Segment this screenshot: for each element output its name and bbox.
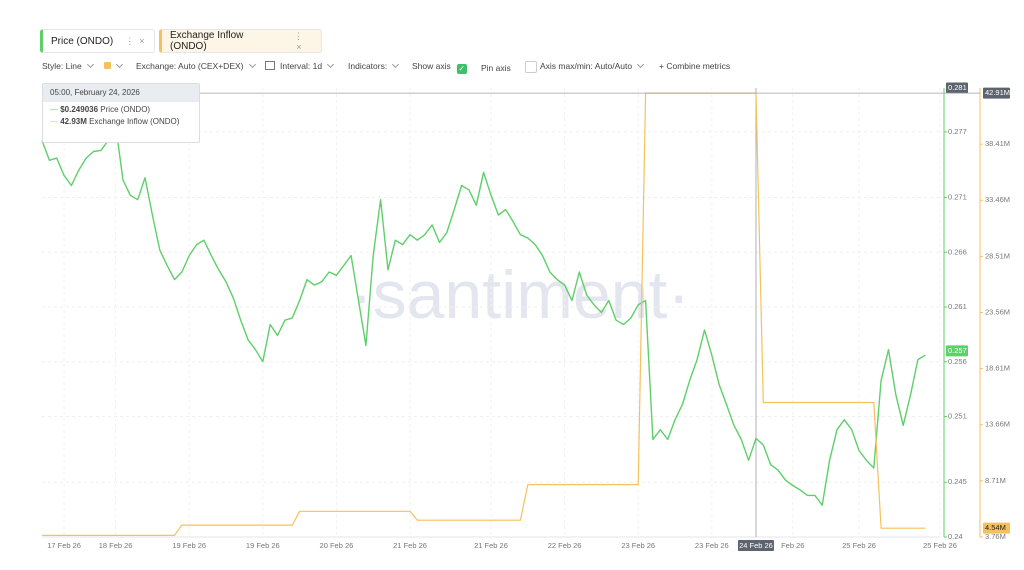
y2-tick-label: 33.46M xyxy=(985,195,1010,204)
tooltip-name: Exchange Inflow (ONDO) xyxy=(89,117,180,126)
axis-badge xyxy=(983,522,1010,534)
y2-tick-label: 38.41M xyxy=(985,139,1010,148)
label: Axis max/min: Auto/Auto xyxy=(540,61,633,71)
watermark: ·santiment· xyxy=(350,257,690,333)
label: Indicators: xyxy=(348,61,388,71)
y2-tick-label: 18.61M xyxy=(985,364,1010,373)
tooltip-value: $0.249036 xyxy=(60,105,99,114)
interval-select[interactable]: Interval: 1d xyxy=(265,60,335,71)
y2-tick-label: 28.51M xyxy=(985,251,1010,260)
label: Show axis xyxy=(412,61,451,71)
x-tick-label: 20 Feb 26 xyxy=(320,541,354,550)
color-select[interactable] xyxy=(104,60,124,71)
tab-controls[interactable]: ⋮ × xyxy=(293,30,303,52)
x-tick-label: 24 Feb 26 xyxy=(739,541,773,550)
series-line xyxy=(41,124,926,506)
y-tick-label: 0.261 xyxy=(948,302,967,311)
y2-tick-label: 13.66M xyxy=(985,420,1010,429)
y-tick-label: 0.251 xyxy=(948,412,967,421)
axis-badge xyxy=(983,87,1010,99)
label: Exchange: Auto (CEX+DEX) xyxy=(136,61,244,71)
tooltip-title: 05:00, February 24, 2026 xyxy=(43,84,199,102)
x-tick-label: 19 Feb 26 xyxy=(172,541,206,550)
y-tick-label: 0.256 xyxy=(948,357,967,366)
crosshair-x-badge xyxy=(737,540,774,551)
axis-badge-label: 42.91M xyxy=(985,88,1010,97)
combine-metrics[interactable]: + Combine metrics xyxy=(659,61,730,71)
y-tick-label: 0.271 xyxy=(948,192,967,201)
label: Pin axis xyxy=(481,63,511,73)
axis-badge-label: 4.54M xyxy=(985,523,1006,532)
y2-tick-label: 8.71M xyxy=(985,476,1006,485)
metric-tab[interactable]: Price (ONDO) ⋮ × xyxy=(40,29,155,53)
tab-controls[interactable]: ⋮ × xyxy=(125,35,145,46)
x-tick-label: 25 Feb 26 xyxy=(923,541,957,550)
tooltip: 05:00, February 24, 2026 — $0.249036 Pri… xyxy=(42,83,200,143)
label: Style: Line xyxy=(42,61,82,71)
y-tick-label: 0.277 xyxy=(948,127,967,136)
tooltip-row: — $0.249036 Price (ONDO) xyxy=(50,105,151,114)
x-tick-label: Feb 26 xyxy=(781,541,804,550)
tab-label: Exchange Inflow (ONDO) xyxy=(170,30,244,52)
label: + Combine metrics xyxy=(659,61,731,71)
x-tick-label: 23 Feb 26 xyxy=(621,541,655,550)
y2-tick-label: 3.76M xyxy=(985,532,1006,541)
axis-badge xyxy=(946,345,968,357)
tooltip-name: Price (ONDO) xyxy=(100,105,151,114)
show-axis-toggle[interactable]: Show axis ✓ xyxy=(412,61,467,74)
x-tick-label: 22 Feb 26 xyxy=(548,541,582,550)
tab-label: Price (ONDO) xyxy=(51,35,114,47)
axis-badge-label: 0.257 xyxy=(948,346,967,355)
style-select[interactable]: Style: Line xyxy=(42,60,94,71)
label: Interval: 1d xyxy=(280,61,323,71)
indicators-select[interactable]: Indicators: xyxy=(348,60,400,71)
x-tick-label: 19 Feb 26 xyxy=(246,541,280,550)
x-tick-label: 17 Feb 26 xyxy=(47,541,81,550)
y-tick-label: 0.245 xyxy=(948,477,967,486)
y-tick-label: 0.24 xyxy=(948,532,963,541)
exchange-select[interactable]: Exchange: Auto (CEX+DEX) xyxy=(136,60,256,71)
x-tick-label: 25 Feb 26 xyxy=(842,541,876,550)
tooltip-row: — 42.93M Exchange Inflow (ONDO) xyxy=(50,117,180,126)
pin-axis-toggle[interactable]: Pin axis xyxy=(481,61,537,73)
metric-tab[interactable]: Exchange Inflow (ONDO) ⋮ × xyxy=(159,29,322,53)
x-tick-label: 23 Feb 26 xyxy=(695,541,729,550)
axis-minmax-select[interactable]: Axis max/min: Auto/Auto xyxy=(540,60,645,71)
axis-badge-label: 0.281 xyxy=(948,83,967,92)
x-tick-label: 21 Feb 26 xyxy=(393,541,427,550)
y2-tick-label: 23.56M xyxy=(985,307,1010,316)
x-tick-label: 21 Feb 26 xyxy=(474,541,508,550)
axis-badge xyxy=(946,82,968,94)
tooltip-value: 42.93M xyxy=(60,117,87,126)
series-line xyxy=(42,92,926,536)
x-tick-label: 18 Feb 26 xyxy=(99,541,133,550)
y-tick-label: 0.266 xyxy=(948,247,967,256)
